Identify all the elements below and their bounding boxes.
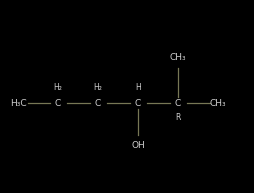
Text: C: C: [94, 98, 101, 108]
Text: R: R: [175, 113, 180, 123]
Text: H₃C: H₃C: [10, 98, 26, 108]
Text: OH: OH: [131, 141, 144, 150]
Text: H₂: H₂: [93, 84, 102, 92]
Text: C: C: [134, 98, 140, 108]
Text: CH₃: CH₃: [209, 98, 226, 108]
Text: H₂: H₂: [53, 84, 62, 92]
Text: H: H: [135, 84, 140, 92]
Text: C: C: [174, 98, 180, 108]
Text: C: C: [55, 98, 61, 108]
Text: CH₃: CH₃: [169, 53, 186, 63]
